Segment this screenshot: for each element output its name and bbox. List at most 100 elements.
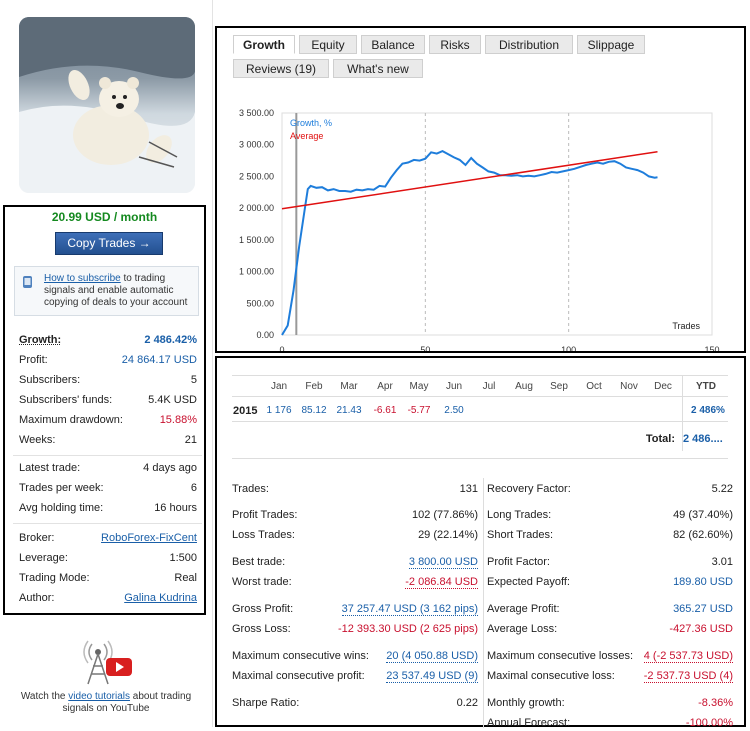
copy-trades-button[interactable]: Copy Trades → xyxy=(55,232,163,255)
tab-reviews[interactable]: Reviews (19) xyxy=(233,59,329,78)
month-header-jul: Jul xyxy=(482,381,496,392)
stat-right-label: Short Trades: xyxy=(487,529,554,541)
legend-entry-0: Growth, % xyxy=(290,118,332,128)
stat-left-value: 37 257.47 USD (3 162 pips) xyxy=(341,603,478,616)
how-to-subscribe-box: How to subscribe to trading signals and … xyxy=(14,266,199,316)
tab-equity[interactable]: Equity xyxy=(299,35,357,54)
series-line-1 xyxy=(281,150,658,210)
stat-right-value: 49 (37.40%) xyxy=(673,509,733,521)
mobile-info-icon xyxy=(23,276,32,288)
tab-slippage[interactable]: Slippage xyxy=(577,35,645,54)
holding-time-value: 16 hours xyxy=(154,502,197,514)
y-tick-label: 3 500.00 xyxy=(239,108,274,118)
stat-right-value: 82 (62.60%) xyxy=(673,529,733,541)
plot-area xyxy=(281,112,713,336)
stat-left-value: 102 (77.86%) xyxy=(411,509,478,521)
trading-mode-value: Real xyxy=(174,572,197,584)
x-tick-label: 100 xyxy=(561,345,576,351)
youtube-broadcast-icon[interactable] xyxy=(76,640,136,686)
tab-distribution[interactable]: Distribution xyxy=(485,35,573,54)
month-header-may: May xyxy=(409,381,429,392)
signal-summary-panel: 20.99 USD / month Copy Trades → How to s… xyxy=(3,205,206,615)
stat-left-row-1: Profit Trades: 102 (77.86%) xyxy=(232,509,478,523)
summary-row-weeks: Weeks: 21 xyxy=(19,434,197,448)
stat-left-row-3: Best trade: 3 800.00 USD xyxy=(232,556,478,570)
x-tick-label: 50 xyxy=(420,345,430,351)
y-tick-label: 2 000.00 xyxy=(239,203,274,213)
stat-right-label: Long Trades: xyxy=(487,509,552,521)
stat-right-value: 365.27 USD xyxy=(673,603,733,615)
summary-row-leverage: Leverage: 1:500 xyxy=(19,552,197,566)
subscription-price: 20.99 USD / month xyxy=(51,210,158,224)
broker-link[interactable]: RoboForex-FixCent xyxy=(101,532,197,544)
month-value-feb: 85.12 xyxy=(301,405,327,416)
trades-per-week-value: 6 xyxy=(190,482,197,494)
leverage-value: 1:500 xyxy=(169,552,197,564)
growth-chart: 0.00 500.00 1 000.00 1 500.00 2 000.00 2 500.… xyxy=(239,108,720,351)
table-divider xyxy=(232,421,728,422)
stat-left-label: Gross Loss: xyxy=(232,623,291,635)
stat-right-row-3: Profit Factor: 3.01 xyxy=(487,556,733,570)
total-label: Total: xyxy=(645,433,675,445)
subscribers-label: Subscribers: xyxy=(19,374,81,386)
month-value-apr: -6.61 xyxy=(373,405,397,416)
trading-mode-label: Trading Mode: xyxy=(19,572,90,584)
x-axis-label: Trades xyxy=(672,321,700,331)
growth-label: Growth: xyxy=(19,334,62,346)
stat-left-label: Sharpe Ratio: xyxy=(232,697,300,709)
stat-left-row-6: Gross Loss: -12 393.30 USD (2 625 pips) xyxy=(232,623,478,637)
author-link[interactable]: Galina Kudrina xyxy=(124,592,197,604)
ytd-divider xyxy=(682,375,683,451)
stat-right-value: 5.22 xyxy=(711,483,733,495)
stat-right-row-0: Recovery Factor: 5.22 xyxy=(487,483,733,497)
stat-left-row-2: Loss Trades: 29 (22.14%) xyxy=(232,529,478,543)
tab-whats-new[interactable]: What's new xyxy=(333,59,423,78)
month-header-jan: Jan xyxy=(270,381,288,392)
month-value-jun: 2.50 xyxy=(444,405,464,416)
y-tick-label: 1 500.00 xyxy=(239,235,274,245)
polar-bear-image xyxy=(19,17,195,193)
summary-row-mode: Trading Mode: Real xyxy=(19,572,197,586)
month-header-nov: Nov xyxy=(620,381,638,392)
weeks-value: 21 xyxy=(184,434,197,446)
how-to-subscribe-text: to trading signals and enable automatic … xyxy=(44,273,188,308)
month-header-jun: Jun xyxy=(445,381,463,392)
stat-right-label: Maximum consecutive losses: xyxy=(487,650,634,662)
stat-right-value: 4 (-2 537.73 USD) xyxy=(643,650,733,663)
stat-right-label: Expected Payoff: xyxy=(487,576,570,588)
stat-right-row-4: Expected Payoff: 189.80 USD xyxy=(487,576,733,590)
stat-left-row-0: Trades: 131 xyxy=(232,483,478,497)
stat-left-value: 3 800.00 USD xyxy=(408,556,478,569)
stat-left-label: Worst trade: xyxy=(232,576,292,588)
tab-risks[interactable]: Risks xyxy=(429,35,481,54)
stat-right-value: 189.80 USD xyxy=(673,576,733,588)
month-header-dec: Dec xyxy=(654,381,672,392)
drawdown-value: 15.88% xyxy=(159,414,197,426)
profit-label: Profit: xyxy=(19,354,48,366)
tab-growth[interactable]: Growth xyxy=(233,35,295,54)
tab-balance[interactable]: Balance xyxy=(361,35,425,54)
series-line-0 xyxy=(281,149,658,336)
summary-row-holding: Avg holding time: 16 hours xyxy=(19,502,197,516)
broker-label: Broker: xyxy=(19,532,55,544)
latest-trade-value: 4 days ago xyxy=(143,462,197,474)
year-label: 2015 xyxy=(233,405,258,417)
stat-right-row-10: Annual Forecast: -100.00% xyxy=(487,717,733,731)
divider xyxy=(13,455,202,456)
leverage-label: Leverage: xyxy=(19,552,68,564)
stat-left-row-5: Gross Profit: 37 257.47 USD (3 162 pips) xyxy=(232,603,478,617)
trades-per-week-label: Trades per week: xyxy=(19,482,104,494)
stat-left-label: Maximal consecutive profit: xyxy=(232,670,365,682)
how-to-subscribe-link[interactable]: How to subscribe xyxy=(44,273,121,284)
summary-row-broker: Broker: RoboForex-FixCent xyxy=(19,532,197,546)
stat-right-label: Profit Factor: xyxy=(487,556,550,568)
table-divider xyxy=(232,375,728,376)
drawdown-label: Maximum drawdown: xyxy=(19,414,123,426)
summary-row-per-week: Trades per week: 6 xyxy=(19,482,197,496)
youtube-tutorials-text: Watch the video tutorials about trading … xyxy=(20,691,192,714)
stat-left-value: -12 393.30 USD (2 625 pips) xyxy=(337,623,478,635)
stat-right-row-5: Average Profit: 365.27 USD xyxy=(487,603,733,617)
stat-right-value: 3.01 xyxy=(711,556,733,568)
video-tutorials-link[interactable]: video tutorials xyxy=(68,691,130,702)
subscribers-value: 5 xyxy=(190,374,197,386)
